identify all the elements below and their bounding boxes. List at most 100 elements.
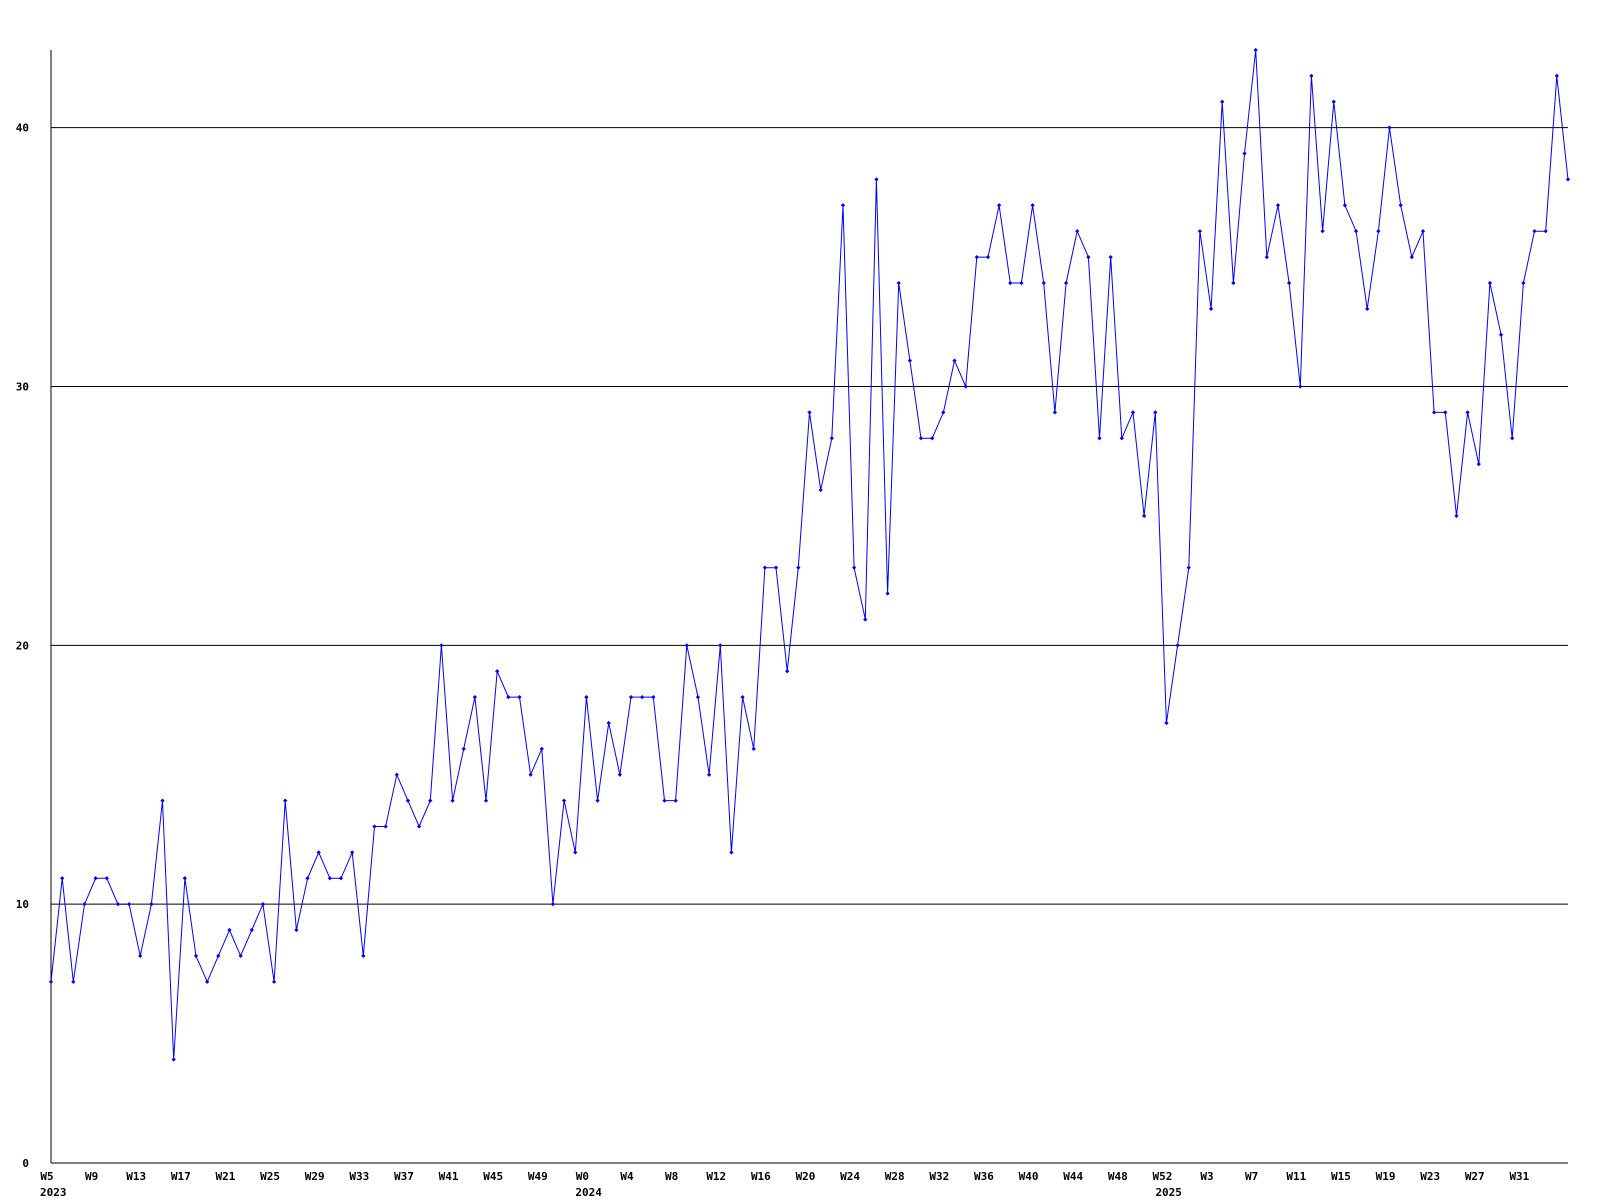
data-point <box>416 824 422 829</box>
data-point <box>260 902 266 907</box>
data-point <box>773 565 779 570</box>
x-tick-label: W45 <box>483 1170 503 1183</box>
data-point <box>1030 203 1035 208</box>
data-point <box>227 927 232 933</box>
data-point <box>361 953 366 959</box>
x-tick-label: W9 <box>85 1170 98 1183</box>
data-point <box>1108 254 1113 260</box>
x-tick-label: W23 <box>1420 1170 1440 1183</box>
data-point <box>238 953 243 959</box>
data-point <box>528 772 533 777</box>
data-point <box>584 694 589 700</box>
data-point <box>394 772 399 777</box>
data-point <box>1320 229 1325 234</box>
data-point <box>104 876 109 881</box>
data-point <box>1465 410 1470 415</box>
data-point <box>1208 306 1214 311</box>
x-tick-label: W36 <box>974 1170 994 1183</box>
data-point <box>1119 436 1124 441</box>
x-tick-label: W17 <box>171 1170 191 1183</box>
data-point <box>851 565 857 570</box>
data-point <box>595 798 600 803</box>
data-point <box>1353 229 1359 234</box>
data-point <box>1298 384 1303 389</box>
data-point <box>1231 280 1236 286</box>
data-point <box>997 203 1002 208</box>
data-point <box>1365 306 1370 311</box>
data-point <box>48 979 54 984</box>
data-point <box>93 876 98 881</box>
data-point <box>1153 410 1158 415</box>
data-point <box>1186 565 1191 570</box>
x-tick-label: W29 <box>305 1170 325 1183</box>
data-point <box>1130 410 1136 415</box>
data-point <box>171 1057 176 1062</box>
data-point <box>1510 436 1515 441</box>
data-point <box>1521 280 1526 286</box>
data-point <box>1487 280 1493 286</box>
x-tick-label: W49 <box>528 1170 548 1183</box>
y-tick-label: 40 <box>16 122 29 135</box>
data-point <box>1075 229 1080 234</box>
x-tick-label: W52 <box>1153 1170 1173 1183</box>
data-point <box>1142 513 1147 519</box>
x-tick-label: W13 <box>126 1170 146 1183</box>
data-point <box>952 358 957 363</box>
x-year-label: 2024 <box>575 1186 602 1199</box>
data-point <box>930 436 935 441</box>
data-point <box>840 203 846 208</box>
y-tick-label: 30 <box>16 380 29 393</box>
data-point <box>294 927 299 933</box>
data-point <box>762 565 768 570</box>
data-point <box>1097 436 1102 441</box>
data-point <box>1443 410 1448 415</box>
data-point <box>1342 203 1348 208</box>
data-point <box>439 643 444 648</box>
data-point <box>1420 229 1426 234</box>
data-point <box>1019 280 1024 286</box>
data-point <box>405 798 411 803</box>
data-line <box>50 49 1569 1060</box>
data-point <box>896 280 901 286</box>
data-point <box>807 410 812 415</box>
data-point <box>126 902 132 907</box>
y-tick-label: 10 <box>16 898 29 911</box>
data-point <box>1275 203 1281 208</box>
data-point <box>138 953 143 959</box>
data-point <box>1264 254 1269 260</box>
data-point <box>907 358 913 363</box>
data-point <box>1309 73 1314 79</box>
data-point <box>718 643 723 648</box>
x-tick-label: W41 <box>439 1170 459 1183</box>
data-point <box>1454 513 1459 519</box>
data-point <box>706 772 712 777</box>
data-point <box>874 177 879 182</box>
data-point <box>428 798 433 803</box>
x-tick-label: W21 <box>216 1170 236 1183</box>
data-point <box>1554 73 1559 79</box>
data-point <box>561 798 567 803</box>
data-point <box>472 694 477 700</box>
data-point <box>918 436 924 441</box>
data-point <box>1532 229 1537 234</box>
data-point <box>115 902 121 907</box>
x-tick-label: W16 <box>751 1170 771 1183</box>
data-point <box>673 798 678 803</box>
data-point <box>149 902 154 907</box>
data-point <box>1041 280 1046 286</box>
data-point <box>1387 125 1392 130</box>
data-point <box>640 694 645 700</box>
data-point <box>338 876 344 881</box>
data-point <box>450 798 455 803</box>
data-point <box>193 953 199 959</box>
data-point <box>1398 203 1403 208</box>
data-point <box>60 876 65 881</box>
data-point <box>350 850 355 855</box>
data-point <box>383 824 388 829</box>
x-tick-label: W48 <box>1108 1170 1128 1183</box>
x-tick-label: W25 <box>260 1170 280 1183</box>
x-tick-label: W33 <box>349 1170 369 1183</box>
data-point <box>1543 229 1548 234</box>
data-point <box>182 876 187 881</box>
x-tick-label: W0 <box>576 1170 589 1183</box>
